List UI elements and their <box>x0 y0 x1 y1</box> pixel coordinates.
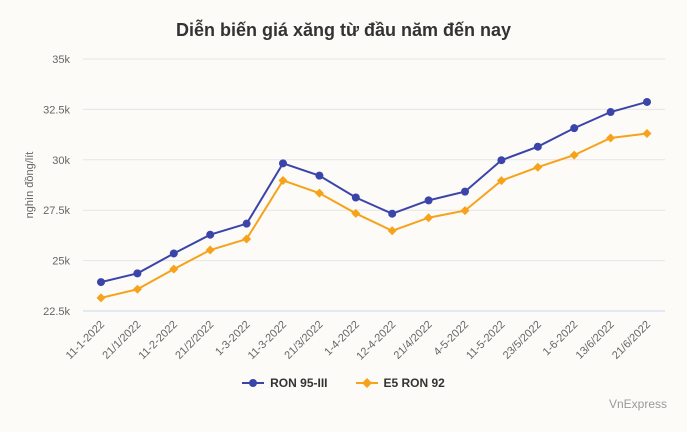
data-point <box>278 175 288 185</box>
diamond-marker-icon <box>355 378 378 388</box>
data-point <box>569 150 579 160</box>
data-point <box>242 219 251 228</box>
data-point <box>169 264 179 274</box>
series-line-ron95 <box>100 100 648 284</box>
x-tick-label: 21/2/2022 <box>173 319 216 362</box>
legend-label: E5 RON 92 <box>383 376 445 390</box>
legend-label: RON 95-III <box>270 376 328 390</box>
data-point <box>242 234 252 244</box>
x-tick-label: 11-2-2022 <box>137 319 180 362</box>
data-point <box>351 208 361 218</box>
data-point <box>496 176 506 186</box>
source-credit: VnExpress <box>608 397 667 411</box>
data-point <box>533 162 543 172</box>
y-tick-label: 35k <box>52 54 70 66</box>
chart-title: Diễn biến giá xăng từ đầu năm đến nay <box>175 20 512 40</box>
y-axis-label: nghìn đồng/lít <box>24 152 36 219</box>
data-point <box>315 171 324 180</box>
data-point <box>642 129 652 139</box>
y-tick-label: 27.5k <box>43 205 70 217</box>
data-point <box>351 193 360 202</box>
x-tick-label: 21/3/2022 <box>282 319 325 362</box>
data-point <box>96 293 106 303</box>
data-point <box>533 142 542 151</box>
data-point <box>606 133 616 143</box>
data-point <box>133 269 142 278</box>
data-point <box>497 156 506 165</box>
x-tick-label: 11-3-2022 <box>246 319 289 362</box>
series-line-e5 <box>100 132 648 299</box>
legend-item-ron95[interactable]: RON 95-III <box>242 376 328 390</box>
data-point <box>206 230 215 239</box>
y-tick-label: 22.5k <box>43 306 70 318</box>
data-point <box>279 159 287 168</box>
legend-item-e5[interactable]: E5 RON 92 <box>355 376 445 390</box>
circle-marker-icon <box>242 379 265 387</box>
data-point <box>388 209 397 218</box>
data-point <box>169 249 178 258</box>
x-tick-label: 13/6/2022 <box>574 319 617 362</box>
data-point <box>424 213 434 223</box>
data-point <box>570 124 579 133</box>
x-tick-label: 12-4-2022 <box>354 319 398 363</box>
data-point <box>424 196 433 205</box>
data-point <box>132 284 142 294</box>
y-tick-label: 30k <box>52 155 70 167</box>
data-point <box>205 245 215 255</box>
x-tick-label: 21/4/2022 <box>392 319 435 362</box>
x-tick-label: 23/5/2022 <box>501 319 544 362</box>
data-point <box>314 188 324 198</box>
y-tick-label: 25k <box>52 256 70 268</box>
x-tick-label: 11-5-2022 <box>464 319 507 362</box>
legend: RON 95-III E5 RON 92 <box>0 376 687 390</box>
data-point <box>606 108 615 117</box>
y-tick-label: 32.5k <box>43 104 70 116</box>
x-tick-label: 21/6/2022 <box>610 319 653 362</box>
data-point <box>643 97 651 106</box>
data-point <box>461 187 469 196</box>
x-tick-label: 11-1-2022 <box>64 319 107 362</box>
data-point <box>387 226 397 236</box>
data-point <box>97 278 105 287</box>
data-point <box>460 206 470 216</box>
